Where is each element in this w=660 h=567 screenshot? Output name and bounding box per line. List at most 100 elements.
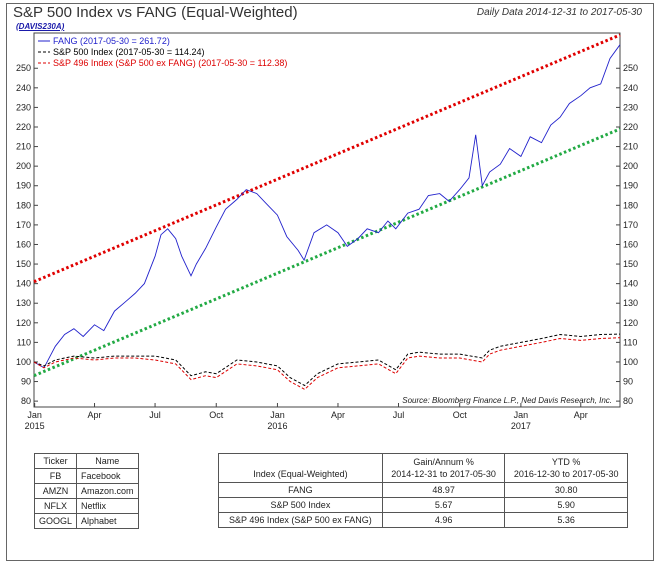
y-tick-label: 210 (623, 142, 638, 152)
y-tick-label: 130 (16, 298, 31, 308)
index-header-line2: Index (Equal-Weighted) (253, 469, 348, 479)
index-cell: S&P 500 Index (218, 497, 383, 513)
series-lines (33, 44, 621, 391)
y-tick-label: 100 (623, 357, 638, 367)
y-tick-label: 100 (16, 357, 31, 367)
y-tick-label: 150 (16, 259, 31, 269)
y-tick-label: 170 (16, 220, 31, 230)
x-tick-label: Jan (270, 410, 285, 420)
x-tick-label: Jan (514, 410, 529, 420)
ticker-header: Ticker (33, 453, 78, 469)
index-cell: FANG (218, 482, 383, 498)
y-tick-label: 140 (623, 279, 638, 289)
y-tick-label: 230 (623, 102, 638, 112)
y-tick-label: 160 (623, 239, 638, 249)
table-row: S&P 496 Index (S&P 500 ex FANG) 4.96 5.3… (218, 512, 628, 528)
y-tick-label: 160 (16, 239, 31, 249)
table-row: NFLX Netflix (33, 498, 139, 514)
table-row: FB Facebook (33, 468, 139, 484)
y-tick-label: 120 (623, 318, 638, 328)
legend-label: S&P 496 Index (S&P 500 ex FANG) (2017-05… (53, 58, 287, 68)
ticker-table-header: Ticker Name (33, 453, 139, 469)
y-tick-label: 80 (623, 396, 633, 406)
ticker-cell: NFLX (33, 498, 78, 514)
lower-channel-line (33, 127, 621, 378)
source-note: Source: Bloomberg Finance L.P., Ned Davi… (402, 396, 612, 405)
sp500-series-line (33, 333, 621, 387)
performance-table-header: Index (Equal-Weighted) Gain/Annum % 2014… (218, 453, 628, 483)
y-tick-label: 150 (623, 259, 638, 269)
legend-label: S&P 500 Index (2017-05-30 = 114.24) (53, 47, 205, 57)
y-tick-label: 250 (623, 63, 638, 73)
y-axis-right: 80 90 100 110 120 130 140 150 160 170 180 190 200 210… (616, 63, 638, 406)
gain-header-line1: Gain/Annum % (413, 457, 474, 467)
table-row: GOOGL Alphabet (33, 513, 139, 529)
x-tick-label: Apr (88, 410, 102, 420)
y-tick-label: 220 (16, 122, 31, 132)
y-tick-label: 120 (16, 318, 31, 328)
x-year-label: 2015 (25, 421, 45, 431)
x-tick-label: Jan (27, 410, 42, 420)
table-row: AMZN Amazon.com (33, 483, 139, 499)
y-tick-label: 200 (623, 161, 638, 171)
ytd-cell: 30.80 (504, 482, 628, 498)
gain-cell: 48.97 (381, 482, 506, 498)
figure-frame (6, 3, 654, 561)
date-range: Daily Data 2014-12-31 to 2017-05-30 (476, 7, 642, 18)
index-header: Index (Equal-Weighted) (218, 453, 383, 483)
y-tick-label: 220 (623, 122, 638, 132)
gain-cell: 4.96 (381, 512, 506, 528)
y-tick-label: 190 (623, 181, 638, 191)
y-tick-label: 240 (623, 83, 638, 93)
name-cell: Facebook (76, 468, 139, 484)
x-tick-label: Apr (331, 410, 345, 420)
y-tick-label: 80 (21, 396, 31, 406)
legend: FANG (2017-05-30 = 261.72)S&P 500 Index … (38, 36, 287, 68)
table-row: S&P 500 Index 5.67 5.90 (218, 497, 628, 513)
y-tick-label: 110 (17, 337, 31, 347)
y-tick-label: 90 (21, 377, 31, 387)
table-row: FANG 48.97 30.80 (218, 482, 628, 498)
ytd-header: YTD % 2016-12-30 to 2017-05-30 (504, 453, 628, 483)
gain-header: Gain/Annum % 2014-12-31 to 2017-05-30 (381, 453, 506, 483)
index-cell: S&P 496 Index (S&P 500 ex FANG) (218, 512, 383, 528)
name-header: Name (76, 453, 139, 469)
ticker-cell: AMZN (33, 483, 78, 499)
trend-lines (33, 33, 621, 378)
x-year-label: 2016 (267, 421, 287, 431)
y-tick-label: 140 (16, 279, 31, 289)
ytd-cell: 5.90 (504, 497, 628, 513)
chart-code: (DAVIS230A) (16, 22, 65, 31)
y-axis-left: 80 90 100 110 120 130 140 150 160 170 180 190 200 210… (16, 63, 38, 406)
x-tick-label: Jul (149, 410, 161, 420)
ytd-cell: 5.36 (504, 512, 628, 528)
plot-area (33, 32, 621, 408)
name-cell: Alphabet (76, 513, 139, 529)
y-tick-label: 200 (16, 161, 31, 171)
x-tick-label: Oct (453, 410, 468, 420)
y-tick-label: 110 (623, 337, 637, 347)
y-tick-label: 180 (623, 200, 638, 210)
y-tick-label: 210 (16, 142, 31, 152)
y-tick-label: 190 (16, 181, 31, 191)
x-year-label: 2017 (511, 421, 531, 431)
ticker-cell: FB (33, 468, 78, 484)
gain-cell: 5.67 (381, 497, 506, 513)
name-cell: Netflix (76, 498, 139, 514)
y-tick-label: 90 (623, 377, 633, 387)
legend-label: FANG (2017-05-30 = 261.72) (53, 36, 170, 46)
ticker-table: Ticker Name FB Facebook AMZN Amazon.com … (33, 453, 139, 529)
y-tick-label: 250 (16, 63, 31, 73)
x-tick-label: Jul (393, 410, 405, 420)
fang-series-line (33, 44, 621, 369)
y-tick-label: 170 (623, 220, 638, 230)
y-tick-label: 230 (16, 102, 31, 112)
y-tick-label: 240 (16, 83, 31, 93)
ytd-header-line1: YTD % (551, 457, 581, 467)
ytd-header-line2: 2016-12-30 to 2017-05-30 (513, 469, 619, 479)
x-tick-label: Apr (574, 410, 588, 420)
y-tick-label: 180 (16, 200, 31, 210)
y-tick-label: 130 (623, 298, 638, 308)
performance-table: Index (Equal-Weighted) Gain/Annum % 2014… (218, 453, 628, 528)
